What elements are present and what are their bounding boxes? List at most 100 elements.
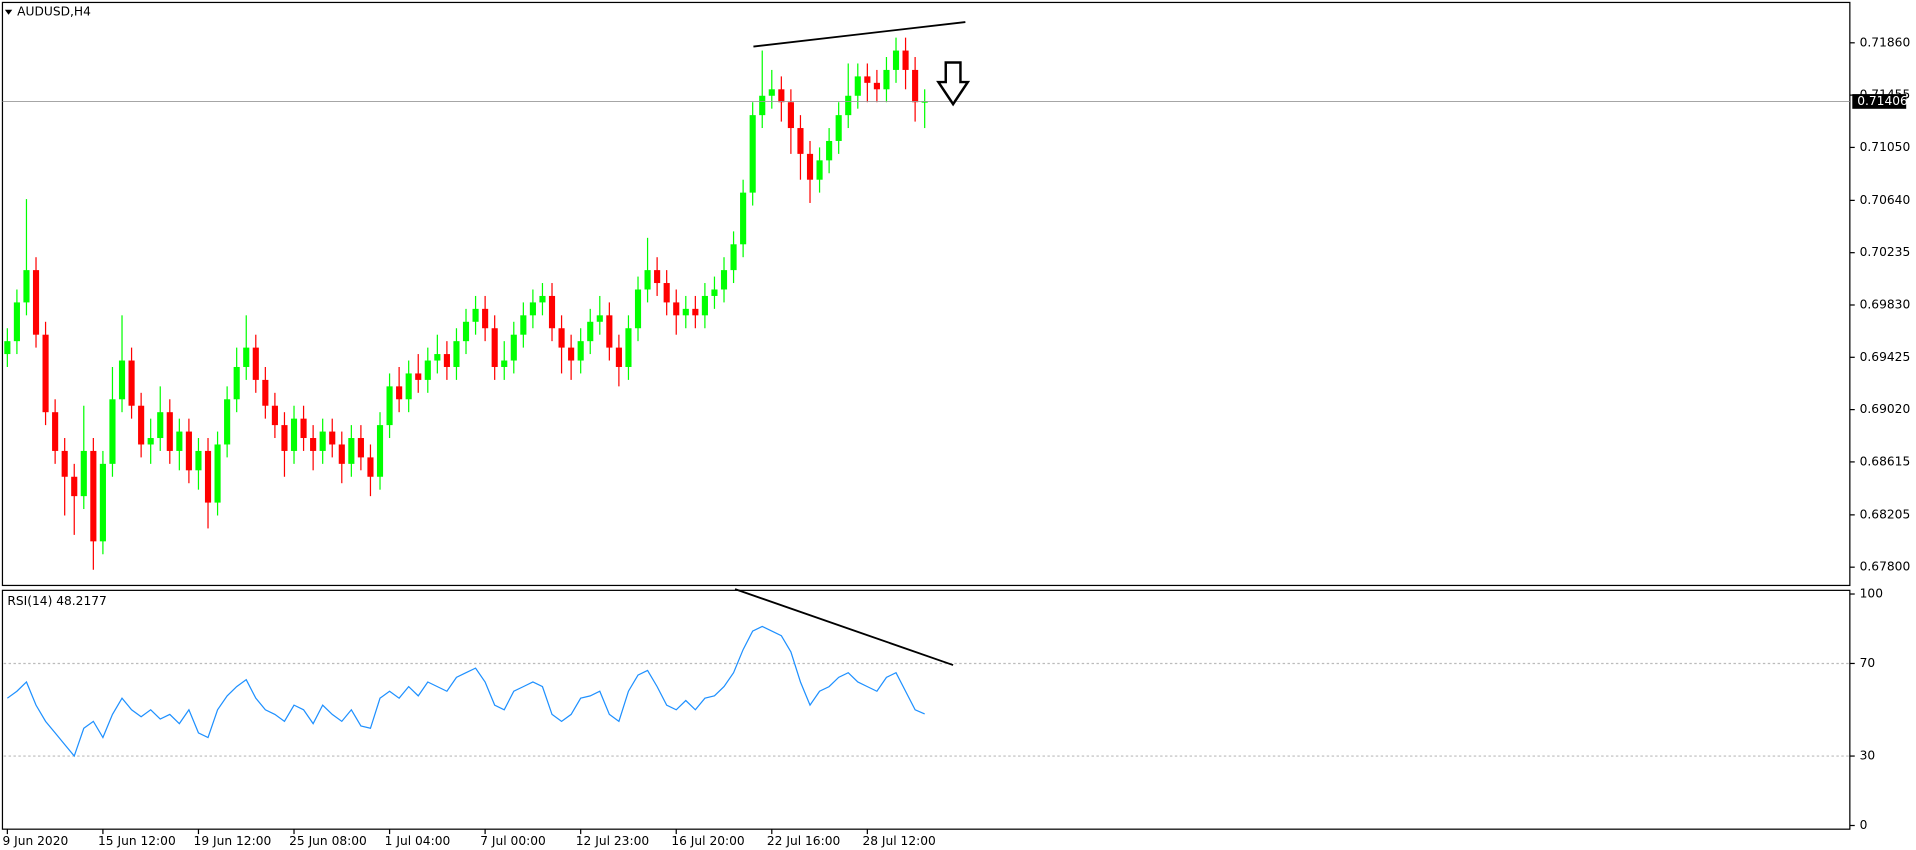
candle-body	[711, 289, 718, 296]
candle-body	[434, 354, 441, 361]
x-tick-label: 16 Jul 20:00	[671, 834, 744, 848]
candle-body	[529, 302, 536, 316]
candle-body	[310, 438, 317, 451]
candle-body	[367, 457, 374, 477]
candle-body	[80, 450, 87, 497]
candle-body	[472, 308, 479, 322]
candle-body	[539, 295, 546, 303]
candle-body	[424, 360, 431, 380]
candle-body	[138, 405, 145, 445]
candle-body	[290, 418, 298, 451]
candle-body	[548, 295, 556, 329]
candle-body	[128, 360, 135, 406]
candle-body	[845, 95, 852, 116]
candle-body	[730, 244, 737, 271]
candle-body	[673, 302, 680, 316]
candle-body	[720, 270, 728, 290]
candle-body	[443, 354, 450, 367]
rsi-line	[6, 625, 925, 758]
candle-body	[520, 315, 527, 335]
candle-body	[883, 69, 890, 90]
candle-body	[176, 431, 183, 451]
x-tick-label: 28 Jul 12:00	[862, 834, 935, 848]
candle-body	[892, 50, 900, 70]
candle-body	[32, 270, 40, 335]
candle-body	[902, 50, 909, 70]
candle-body	[214, 444, 221, 503]
candle-body	[71, 476, 78, 497]
candle-body	[61, 450, 68, 477]
candle-body	[663, 283, 670, 303]
y-tick-label: 30	[1860, 749, 1876, 763]
rsi-trendline[interactable]	[734, 588, 954, 666]
candle-body	[787, 102, 794, 129]
y-tick-label: 100	[1860, 587, 1883, 601]
candle-body	[501, 360, 508, 367]
y-tick-label: 70	[1860, 656, 1876, 670]
candle-body	[118, 360, 126, 400]
candle-body	[319, 431, 326, 451]
candle-body	[912, 69, 919, 103]
plot-layer: 0.67800 0.68205 0.68615 0.69020 0.69425 0.698…	[2, 35, 1910, 848]
candle-body	[185, 431, 192, 471]
candle-body	[816, 160, 823, 180]
candle-body	[558, 328, 565, 348]
candle-body	[13, 302, 20, 342]
y-tick-label: 0	[1860, 818, 1868, 832]
candle-body	[462, 321, 470, 342]
candle-body	[768, 89, 775, 96]
candle-body	[243, 347, 250, 367]
down-arrow[interactable]	[936, 61, 971, 107]
x-tick-label: 22 Jul 16:00	[767, 834, 840, 848]
candle-body	[625, 328, 632, 367]
candle-body	[797, 128, 804, 154]
x-tick-label: 15 Jun 12:00	[98, 834, 176, 848]
x-tick-label: 12 Jul 23:00	[576, 834, 649, 848]
y-tick-label: 0.68205	[1860, 507, 1911, 521]
candle-body	[491, 328, 498, 367]
candle-body	[644, 270, 651, 290]
candle-body	[415, 373, 422, 380]
candle-body	[634, 289, 642, 329]
candle-body	[587, 321, 594, 342]
candle-body	[854, 76, 861, 96]
candle-body	[510, 334, 517, 361]
y-tick-label: 0.69020	[1860, 402, 1911, 416]
candle-body	[749, 115, 756, 193]
candle-body	[615, 347, 622, 367]
y-tick-label: 0.70235	[1860, 245, 1911, 259]
y-tick-label: 0.67800	[1860, 560, 1911, 574]
candle-body	[338, 444, 345, 464]
candle-body	[348, 438, 355, 464]
x-tick-label: 19 Jun 12:00	[194, 834, 272, 848]
candle-body	[157, 412, 164, 439]
candle-body	[864, 76, 871, 83]
x-tick-label: 9 Jun 2020	[2, 834, 68, 848]
candle-body	[873, 82, 880, 90]
x-tick-label: 25 Jun 08:00	[289, 834, 367, 848]
candle-body	[90, 450, 97, 542]
price-trendline[interactable]	[753, 21, 966, 48]
last-price-box	[1852, 94, 1907, 109]
candle-body	[262, 379, 269, 406]
symbol-title: AUDUSD,H4	[17, 5, 91, 19]
candle-body	[577, 341, 584, 361]
candle-body	[233, 366, 240, 400]
candle-body	[281, 425, 288, 451]
rsi-title: RSI(14) 48.2177	[7, 594, 106, 608]
rsi-panel	[1, 589, 1851, 830]
candle-body	[376, 425, 384, 477]
candle-body	[606, 315, 613, 348]
candle-body	[99, 463, 106, 542]
candle-body	[806, 153, 814, 180]
candle-body	[147, 438, 154, 445]
price-panel	[1, 1, 1851, 587]
candle-body	[195, 450, 202, 471]
candle-body	[252, 347, 259, 380]
candle-body	[482, 308, 489, 329]
menu-triangle[interactable]	[4, 9, 13, 15]
candle-body	[204, 450, 212, 503]
candle-body	[835, 115, 842, 141]
candle-body	[654, 270, 661, 284]
candle-body	[271, 405, 278, 426]
